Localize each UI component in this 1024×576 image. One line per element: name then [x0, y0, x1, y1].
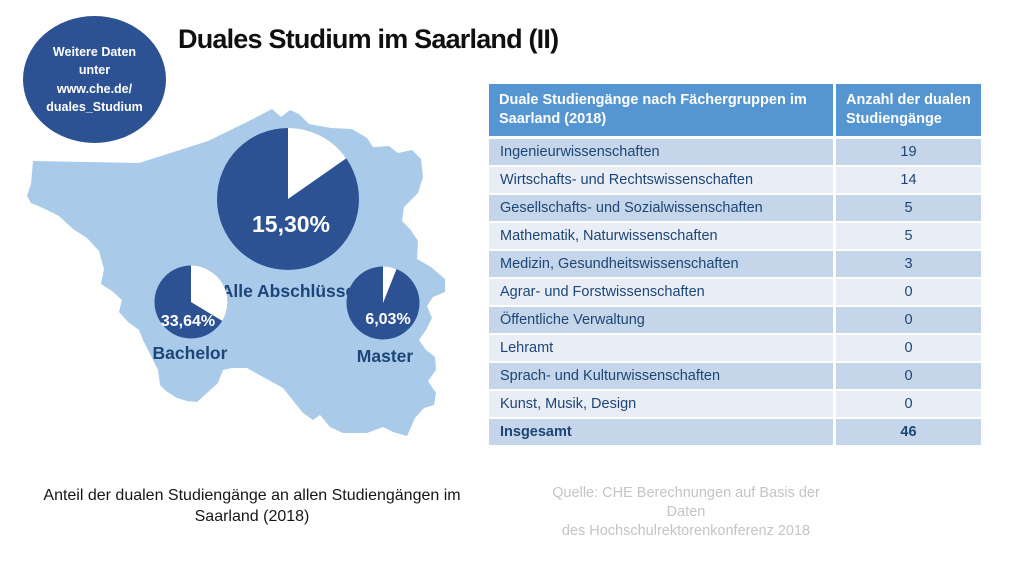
subject-group-table: Duale Studiengänge nach Fächergruppen im… — [489, 84, 981, 447]
pie-name-label: Master — [357, 346, 414, 366]
row-label: Mathematik, Naturwissenschaften — [489, 223, 833, 250]
row-label: Insgesamt — [489, 419, 833, 446]
pie-wedge-dual-share — [191, 265, 228, 321]
row-label: Lehramt — [489, 335, 833, 362]
pie-wedge-dual-share — [288, 128, 347, 199]
pie-wedge-dual-share — [383, 266, 397, 303]
row-value: 0 — [836, 335, 981, 362]
pie-alle-abschluesse: 15,30% Alle Abschlüsse — [217, 128, 359, 301]
chart-caption: Anteil der dualen Studiengänge an allen … — [43, 487, 461, 525]
row-label: Agrar- und Forstwissenschaften — [489, 279, 833, 306]
row-value: 46 — [836, 419, 981, 446]
table-row: Sprach- und Kulturwissenschaften 0 — [489, 363, 981, 390]
table-header-subjects: Duale Studiengänge nach Fächergruppen im… — [489, 84, 833, 137]
table-row: Gesellschafts- und Sozialwissenschaften … — [489, 195, 981, 222]
row-value: 0 — [836, 279, 981, 306]
row-value: 14 — [836, 167, 981, 194]
row-label: Gesellschafts- und Sozialwissenschaften — [489, 195, 833, 222]
pie-name-label: Bachelor — [153, 343, 228, 363]
table-row-total: Insgesamt 46 — [489, 419, 981, 446]
badge-text: Weitere Daten unter www.che.de/ duales_S… — [46, 45, 143, 114]
row-value: 19 — [836, 139, 981, 166]
page-title: Duales Studium im Saarland (II) — [178, 24, 559, 54]
table-row: Medizin, Gesundheitswissenschaften 3 — [489, 251, 981, 278]
row-value: 5 — [836, 195, 981, 222]
table-row: Ingenieurwissenschaften 19 — [489, 139, 981, 166]
pie-name-label: Alle Abschlüsse — [221, 281, 356, 301]
row-value: 0 — [836, 363, 981, 390]
row-label: Wirtschafts- und Rechtswissenschaften — [489, 167, 833, 194]
row-value: 3 — [836, 251, 981, 278]
table-row: Wirtschafts- und Rechtswissenschaften 14 — [489, 167, 981, 194]
row-label: Sprach- und Kulturwissenschaften — [489, 363, 833, 390]
table-row: Mathematik, Naturwissenschaften 5 — [489, 223, 981, 250]
pie-master: 6,03% Master — [346, 266, 420, 366]
row-value: 5 — [836, 223, 981, 250]
table-header-row: Duale Studiengänge nach Fächergruppen im… — [489, 84, 981, 137]
pie-value-label: 33,64% — [161, 313, 215, 330]
row-label: Ingenieurwissenschaften — [489, 139, 833, 166]
pie-value-label: 15,30% — [252, 211, 330, 237]
table-row: Lehramt 0 — [489, 335, 981, 362]
row-label: Öffentliche Verwaltung — [489, 307, 833, 334]
row-value: 0 — [836, 307, 981, 334]
table-row: Kunst, Musik, Design 0 — [489, 391, 981, 418]
info-badge: Weitere Daten unter www.che.de/ duales_S… — [23, 16, 166, 143]
row-label: Kunst, Musik, Design — [489, 391, 833, 418]
table-row: Öffentliche Verwaltung 0 — [489, 307, 981, 334]
source-note: Quelle: CHE Berechnungen auf Basis der D… — [552, 485, 820, 540]
pie-value-label: 6,03% — [365, 311, 410, 328]
row-label: Medizin, Gesundheitswissenschaften — [489, 251, 833, 278]
row-value: 0 — [836, 391, 981, 418]
table-header-count: Anzahl der dualen Studiengänge — [836, 84, 981, 137]
table-row: Agrar- und Forstwissenschaften 0 — [489, 279, 981, 306]
pie-bachelor: 33,64% Bachelor — [153, 265, 228, 363]
